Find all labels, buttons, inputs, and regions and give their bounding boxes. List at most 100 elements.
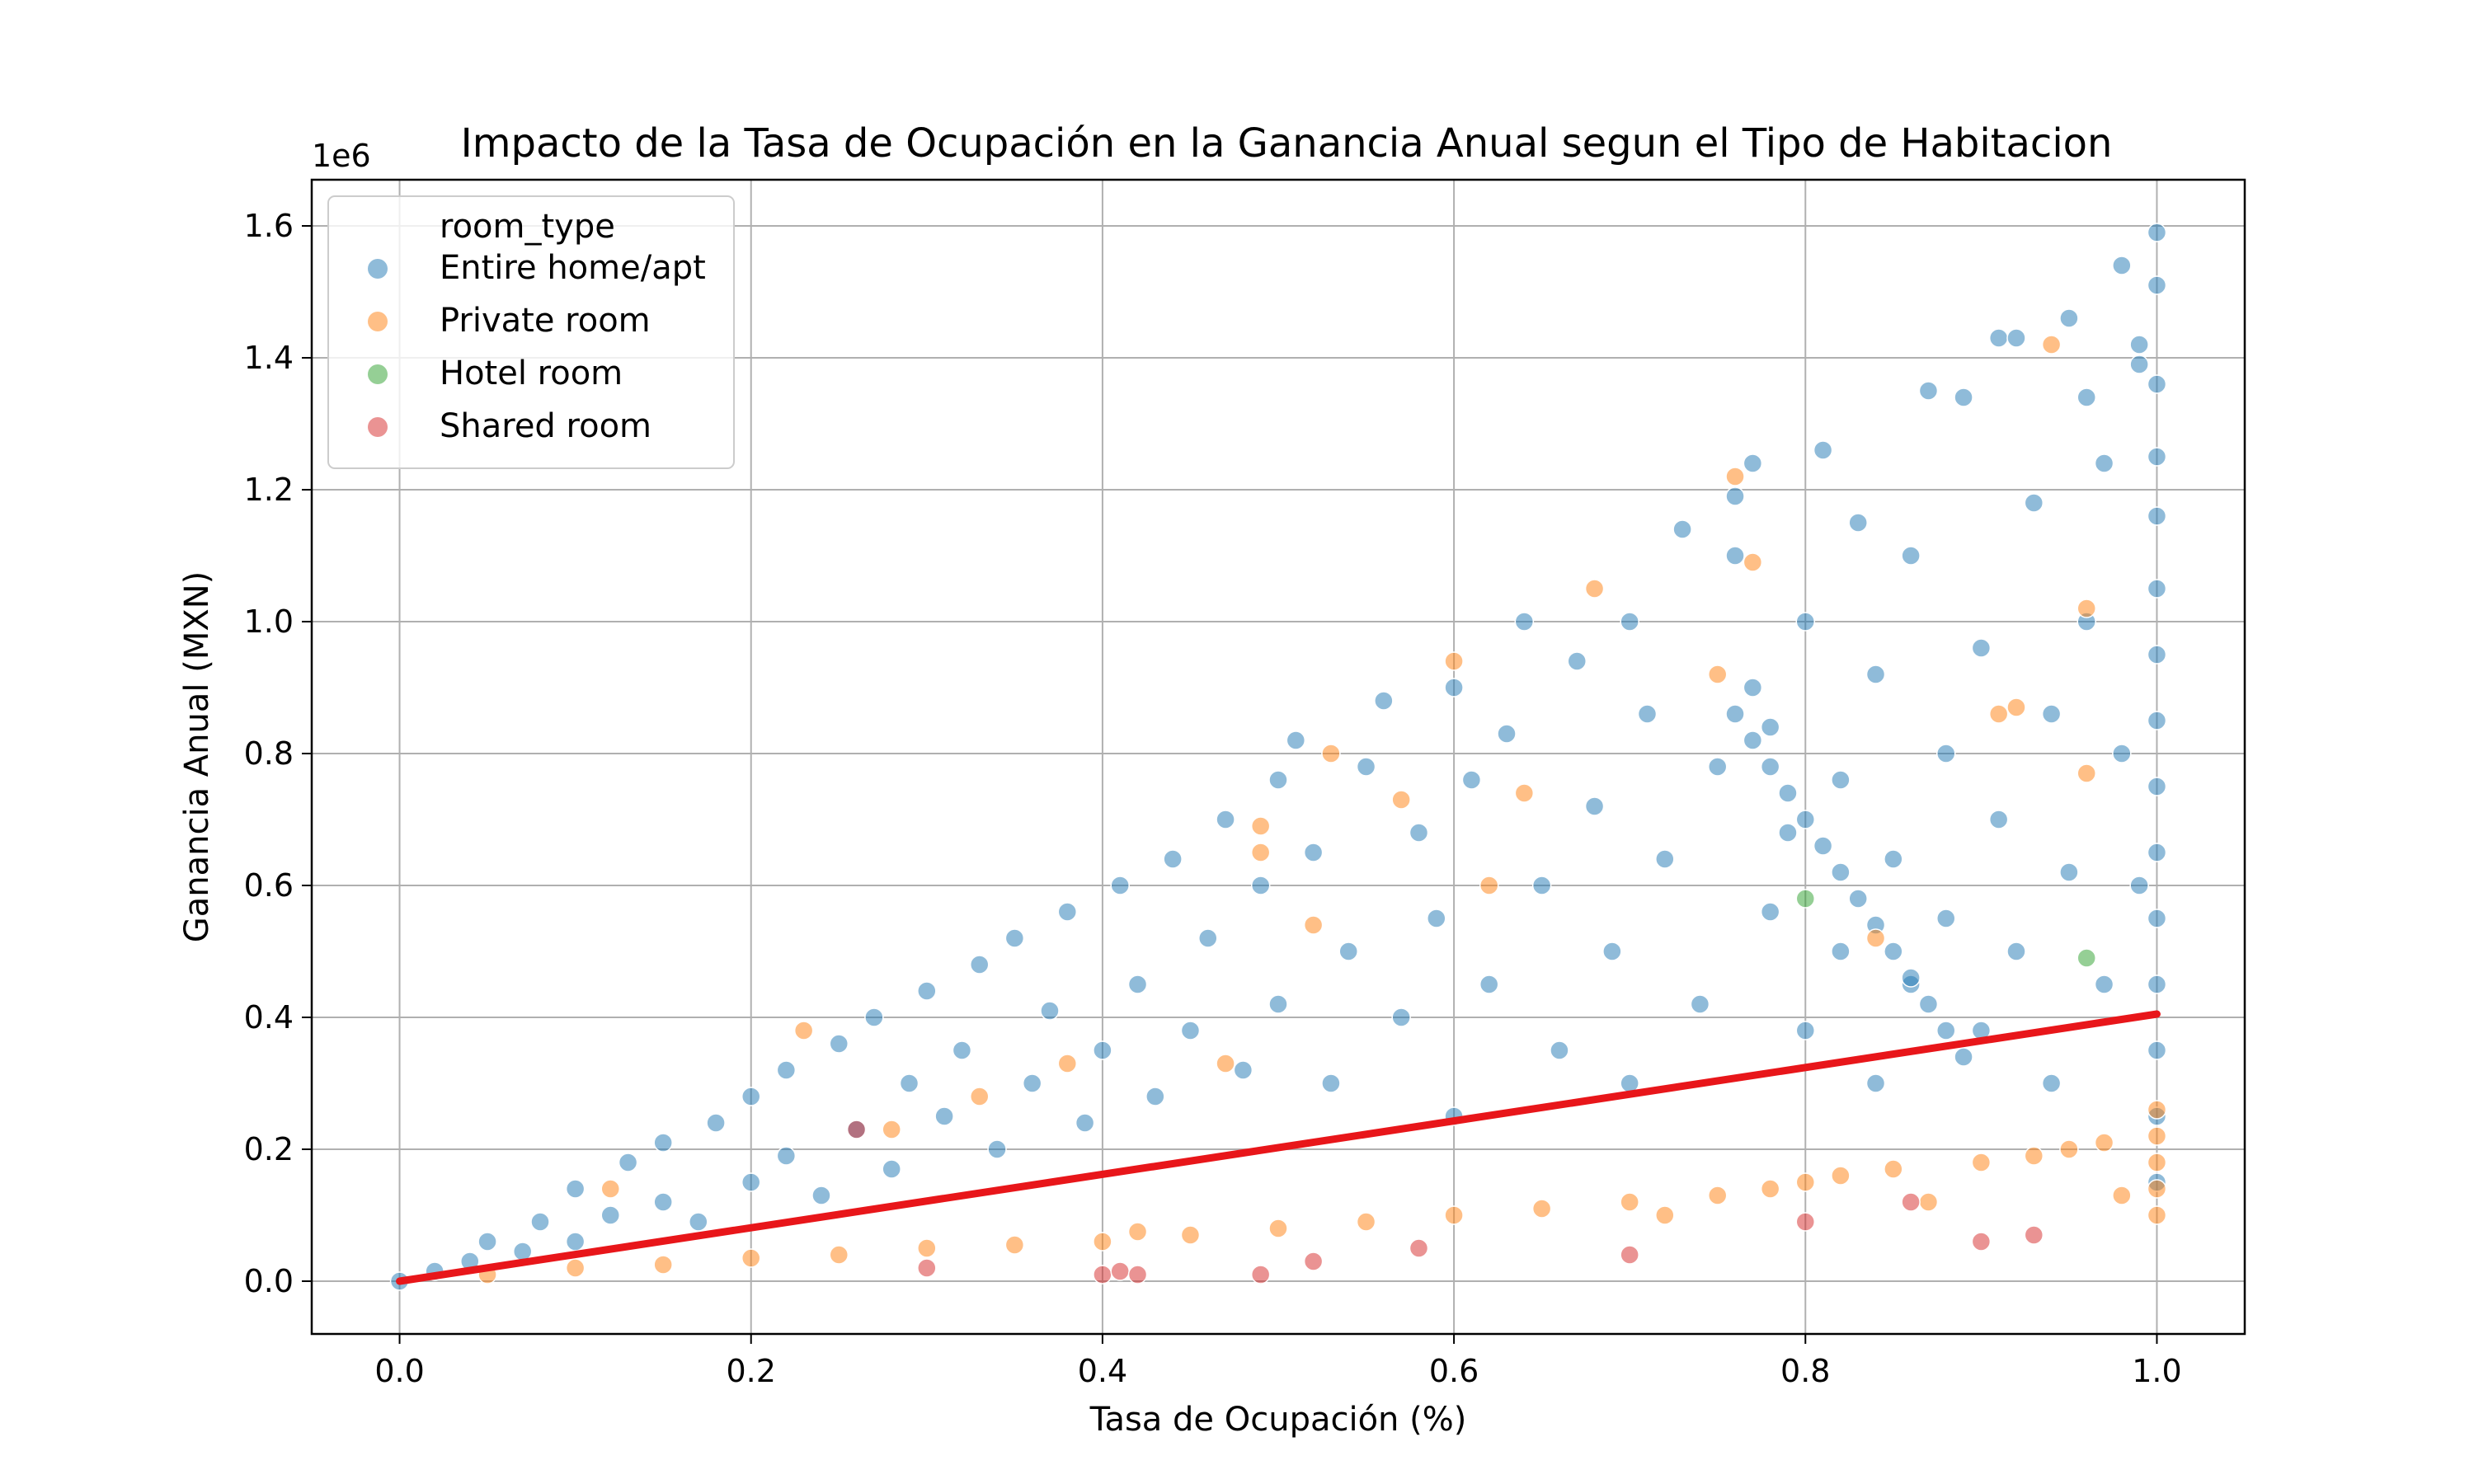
point-entire-home-apt xyxy=(1444,678,1464,697)
point-private-room xyxy=(2147,1153,2167,1172)
point-entire-home-apt xyxy=(1865,665,1886,684)
point-entire-home-apt xyxy=(1672,519,1692,539)
y-tick-label: 1.6 xyxy=(244,208,294,244)
point-shared-room xyxy=(917,1258,937,1278)
point-entire-home-apt xyxy=(917,981,937,1001)
point-entire-home-apt xyxy=(2147,843,2167,862)
point-entire-home-apt xyxy=(1057,902,1078,922)
point-entire-home-apt xyxy=(1848,513,1868,533)
point-private-room xyxy=(1620,1192,1639,1212)
point-entire-home-apt xyxy=(1760,717,1780,737)
point-entire-home-apt xyxy=(1988,810,2009,829)
point-private-room xyxy=(882,1120,901,1139)
legend-box xyxy=(327,195,735,469)
point-entire-home-apt xyxy=(1356,757,1376,777)
point-entire-home-apt xyxy=(1935,1021,1956,1040)
point-private-room xyxy=(2147,1179,2167,1199)
point-entire-home-apt xyxy=(618,1153,638,1172)
point-entire-home-apt xyxy=(2147,506,2167,526)
x-axis: 0.0 0.2 0.4 0.6 0.8 1.0 xyxy=(374,1334,2182,1389)
point-entire-home-apt xyxy=(1760,902,1780,922)
point-entire-home-apt xyxy=(2112,256,2132,275)
y-tick-label: 0.6 xyxy=(244,867,294,904)
point-entire-home-apt xyxy=(2147,447,2167,467)
point-private-room xyxy=(1004,1235,1025,1255)
point-entire-home-apt xyxy=(2041,704,2062,724)
point-entire-home-apt xyxy=(1374,691,1394,711)
point-entire-home-apt xyxy=(934,1106,954,1126)
point-private-room xyxy=(1743,552,1763,572)
plot-frame xyxy=(310,178,2246,1336)
point-entire-home-apt xyxy=(1268,994,1288,1014)
point-private-room xyxy=(1303,915,1324,935)
point-private-room xyxy=(1707,665,1728,684)
point-private-room xyxy=(1268,1219,1288,1238)
point-entire-home-apt xyxy=(829,1034,849,1054)
y-offset-label: 1e6 xyxy=(312,138,371,174)
legend-label: Hotel room xyxy=(440,355,623,392)
point-entire-home-apt xyxy=(1901,968,1921,988)
point-private-room xyxy=(1127,1222,1148,1242)
point-shared-room xyxy=(1409,1238,1429,1258)
point-entire-home-apt xyxy=(969,955,990,974)
point-entire-home-apt xyxy=(1918,994,1939,1014)
legend: room_type Entire home/apt Private room Hot… xyxy=(327,195,735,469)
point-shared-room xyxy=(1110,1261,1130,1281)
point-private-room xyxy=(2112,1186,2132,1205)
point-entire-home-apt xyxy=(2024,493,2044,513)
y-tick-label: 0.0 xyxy=(244,1263,294,1299)
point-entire-home-apt xyxy=(2147,974,2167,994)
y-tick-label: 1.4 xyxy=(244,340,294,376)
point-private-room xyxy=(2006,697,2026,717)
point-shared-room xyxy=(1620,1245,1639,1265)
point-private-room xyxy=(2077,599,2096,618)
point-entire-home-apt xyxy=(1655,849,1675,869)
y-tick-label: 1.2 xyxy=(244,472,294,508)
point-entire-home-apt xyxy=(1725,704,1745,724)
point-entire-home-apt xyxy=(2059,308,2079,328)
point-entire-home-apt xyxy=(741,1172,761,1192)
point-shared-room xyxy=(1303,1252,1324,1271)
regression-line xyxy=(396,1010,2161,1285)
point-private-room xyxy=(1514,783,1535,803)
point-private-room xyxy=(2041,335,2062,355)
point-private-room xyxy=(1216,1054,1235,1073)
point-entire-home-apt xyxy=(2077,387,2096,407)
point-entire-home-apt xyxy=(1884,849,1903,869)
point-entire-home-apt xyxy=(2147,711,2167,730)
point-entire-home-apt xyxy=(2147,645,2167,665)
point-entire-home-apt xyxy=(1338,942,1358,961)
point-entire-home-apt xyxy=(1725,546,1745,566)
point-entire-home-apt xyxy=(1884,942,1903,961)
point-shared-room xyxy=(1971,1232,1992,1252)
point-entire-home-apt xyxy=(530,1212,550,1232)
point-entire-home-apt xyxy=(2147,223,2167,242)
point-private-room xyxy=(1884,1159,1903,1179)
point-entire-home-apt xyxy=(1795,810,1816,829)
point-entire-home-apt xyxy=(1901,546,1921,566)
point-private-room xyxy=(793,1021,814,1040)
point-entire-home-apt xyxy=(2129,355,2149,374)
point-entire-home-apt xyxy=(1127,974,1148,994)
x-tick-label: 0.0 xyxy=(374,1353,424,1389)
point-private-room xyxy=(2077,763,2096,783)
point-entire-home-apt xyxy=(1584,796,1605,816)
point-entire-home-apt xyxy=(1707,757,1728,777)
point-entire-home-apt xyxy=(1743,678,1763,697)
point-entire-home-apt xyxy=(1988,328,2009,348)
point-entire-home-apt xyxy=(1813,440,1833,460)
legend-marker xyxy=(368,364,388,384)
point-entire-home-apt xyxy=(2129,876,2149,895)
point-private-room xyxy=(1918,1192,1939,1212)
point-entire-home-apt xyxy=(1145,1087,1165,1106)
point-private-room xyxy=(653,1255,673,1275)
point-shared-room xyxy=(2024,1225,2044,1245)
point-private-room xyxy=(1444,651,1464,671)
point-entire-home-apt xyxy=(689,1212,708,1232)
point-entire-home-apt xyxy=(1865,1073,1886,1093)
point-entire-home-apt xyxy=(2059,862,2079,882)
point-entire-home-apt xyxy=(1427,909,1446,928)
point-entire-home-apt xyxy=(2094,453,2114,473)
point-entire-home-apt xyxy=(882,1159,901,1179)
